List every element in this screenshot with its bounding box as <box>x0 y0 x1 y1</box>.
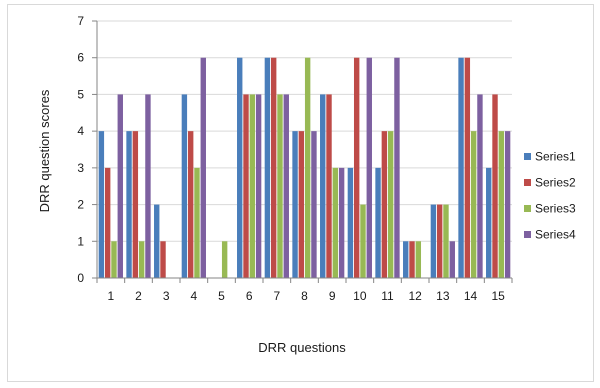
x-tick-label: 14 <box>464 289 478 303</box>
bar-series3 <box>387 131 394 278</box>
bar-series1 <box>403 241 409 278</box>
x-tick-label: 3 <box>163 289 170 303</box>
x-tick-label: 8 <box>301 289 308 303</box>
bar-series2 <box>326 94 332 278</box>
bar-series1 <box>486 167 492 278</box>
bar-series3 <box>194 167 200 278</box>
x-tick-label: 2 <box>135 289 142 303</box>
bar-series4 <box>477 94 483 278</box>
x-tick-label: 1 <box>107 289 114 303</box>
bar-series2 <box>160 241 166 278</box>
bar-series2 <box>464 57 471 278</box>
bar-series1 <box>264 57 271 278</box>
bar-series4 <box>338 167 345 278</box>
bar-series1 <box>347 167 354 278</box>
legend-label: Series2 <box>535 176 576 190</box>
x-tick-label: 10 <box>353 289 367 303</box>
bar-series2 <box>492 94 498 278</box>
bar-series4 <box>366 57 372 278</box>
legend-label: Series1 <box>535 150 576 164</box>
bar-series3 <box>443 204 449 278</box>
bar-series2 <box>381 131 388 278</box>
legend-swatch <box>524 153 531 160</box>
bar-series1 <box>458 57 464 278</box>
y-tick-label: 0 <box>77 271 84 285</box>
x-axis: 1 2 3 4 5 6 7 8 9 10 11 12 13 14 15 <box>96 277 513 303</box>
x-tick-label: 12 <box>408 289 422 303</box>
y-tick-label: 3 <box>77 161 84 175</box>
bar-series4 <box>117 94 123 278</box>
y-axis-ticks: 0 1 2 3 4 5 6 7 <box>77 14 98 285</box>
bar-series1 <box>292 131 298 278</box>
bar-series4 <box>449 241 455 278</box>
bar-series2 <box>353 57 360 278</box>
bar-series2 <box>298 131 305 278</box>
bar-series3 <box>470 131 477 278</box>
legend-swatch <box>524 179 531 186</box>
bar-series3 <box>498 131 505 278</box>
bars <box>98 57 511 278</box>
x-tick-label: 4 <box>190 289 197 303</box>
legend-label: Series3 <box>535 202 576 216</box>
bar-series3 <box>304 57 311 278</box>
legend-swatch <box>524 205 531 212</box>
bar-series4 <box>200 57 206 278</box>
bar-series4 <box>255 94 262 278</box>
bar-series4 <box>504 131 511 278</box>
x-axis-label: DRR questions <box>258 340 346 355</box>
bar-series1 <box>98 131 105 278</box>
y-tick-label: 5 <box>77 87 84 101</box>
bar-series1 <box>430 204 437 278</box>
bar-series1 <box>320 94 326 278</box>
bar-series2 <box>104 167 111 278</box>
x-tick-label: 11 <box>381 289 394 303</box>
bar-series3 <box>332 167 339 278</box>
bar-series1 <box>126 131 132 278</box>
bar-series1 <box>375 167 381 278</box>
y-tick-label: 2 <box>77 198 84 212</box>
bar-series2 <box>243 94 249 278</box>
bar-series1 <box>237 57 243 278</box>
y-axis-label: DRR question scores <box>37 89 52 212</box>
bar-series2 <box>436 204 443 278</box>
y-tick-label: 7 <box>77 14 84 28</box>
bar-series3 <box>138 241 145 278</box>
x-tick-label: 15 <box>491 289 505 303</box>
x-tick-label: 5 <box>218 289 225 303</box>
x-tick-label: 13 <box>436 289 450 303</box>
bar-series1 <box>154 204 160 278</box>
y-tick-label: 6 <box>77 51 84 65</box>
legend-swatch <box>524 231 531 238</box>
bar-series3 <box>111 241 117 278</box>
gridlines <box>97 20 512 242</box>
bar-series1 <box>181 94 188 278</box>
legend: Series1 Series2 Series3 Series4 <box>524 150 576 242</box>
bar-series2 <box>187 131 194 278</box>
bar-series2 <box>270 57 277 278</box>
bar-series4 <box>145 94 151 278</box>
bar-series4 <box>311 131 317 278</box>
y-tick-label: 4 <box>77 124 84 138</box>
x-tick-label: 9 <box>329 289 336 303</box>
y-tick-label: 1 <box>77 234 84 248</box>
bar-series4 <box>283 94 289 278</box>
x-tick-label: 7 <box>273 289 280 303</box>
bar-series3 <box>221 241 228 278</box>
bar-series2 <box>132 131 139 278</box>
x-tick-label: 6 <box>246 289 253 303</box>
bar-series4 <box>394 57 400 278</box>
bar-series3 <box>249 94 256 278</box>
bar-series3 <box>415 241 422 278</box>
bar-series2 <box>409 241 415 278</box>
legend-label: Series4 <box>535 228 576 242</box>
bar-series3 <box>277 94 283 278</box>
bar-series3 <box>360 204 366 278</box>
